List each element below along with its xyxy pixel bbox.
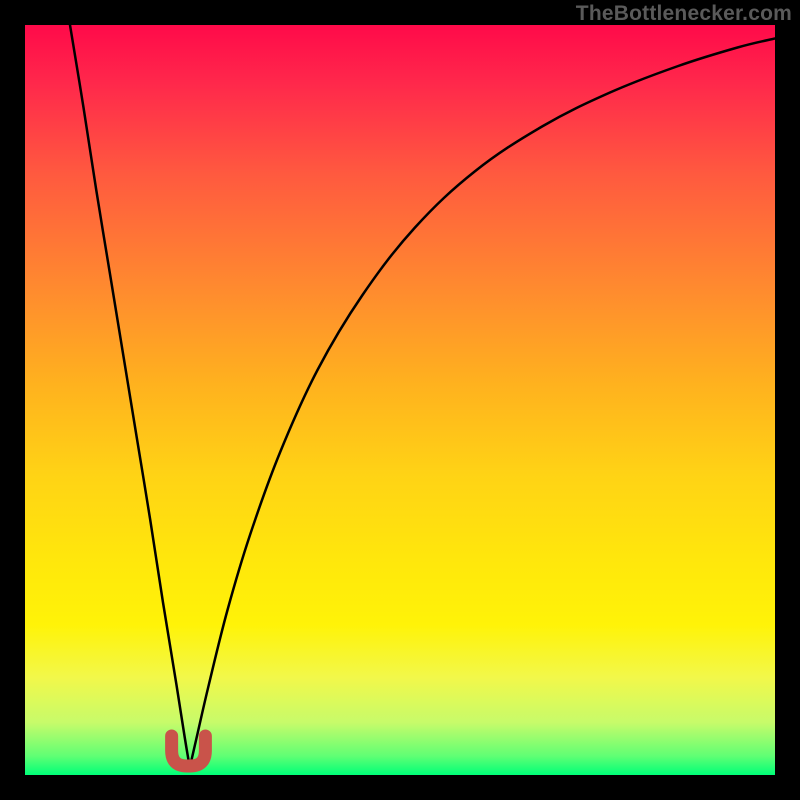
plot-area — [25, 25, 775, 775]
watermark-text: TheBottlenecker.com — [576, 2, 792, 26]
chart-frame: TheBottlenecker.com — [0, 0, 800, 800]
bottleneck-chart — [25, 25, 775, 775]
gradient-background — [25, 25, 775, 775]
